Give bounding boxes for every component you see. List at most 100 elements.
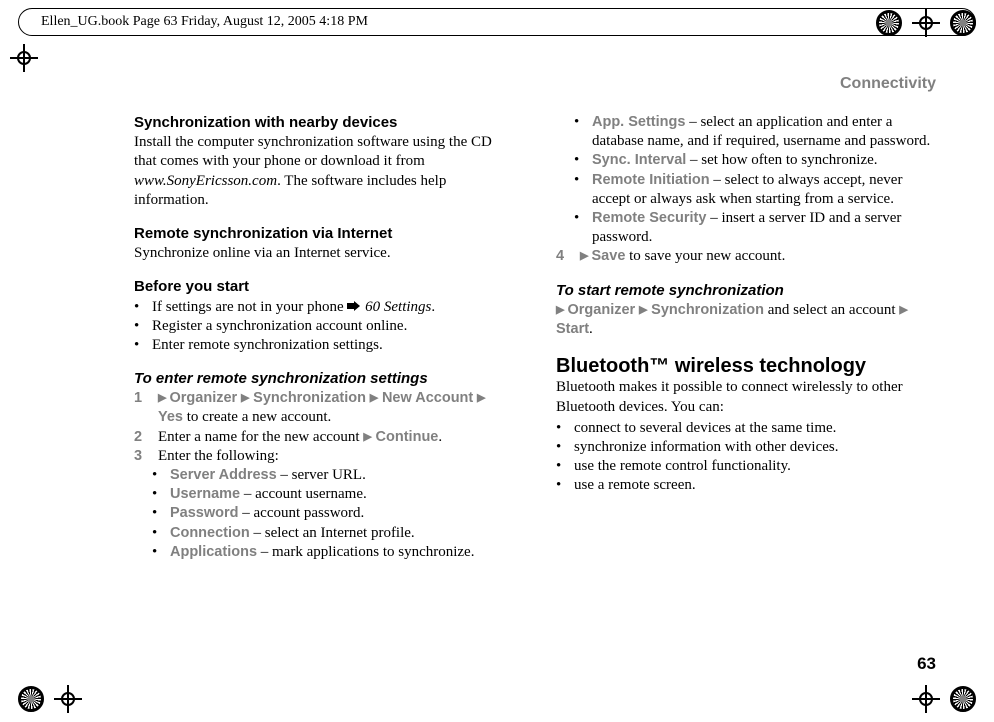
field-name: Username	[170, 486, 240, 502]
text: and select an account	[764, 302, 899, 318]
list-item: If settings are not in your phone 60 Set…	[134, 298, 514, 317]
numbered-steps: 1▶ Organizer ▶ Synchronization ▶ New Acc…	[134, 389, 514, 466]
heading-start-remote: To start remote synchronization	[556, 281, 936, 300]
list-item: Applications – mark applications to sync…	[152, 543, 514, 562]
list-item: use the remote control functionality.	[556, 457, 936, 476]
field-name: Remote Initiation	[592, 172, 710, 188]
numbered-steps: 4▶ Save to save your new account.	[556, 247, 936, 266]
heading-before-start: Before you start	[134, 277, 514, 296]
step-number: 3	[134, 447, 158, 466]
step-number: 4	[556, 247, 580, 266]
step-item: 1▶ Organizer ▶ Synchronization ▶ New Acc…	[134, 389, 514, 427]
step-number: 2	[134, 428, 158, 447]
list-item: Connection – select an Internet profile.	[152, 524, 514, 543]
step-item: 3Enter the following:	[134, 447, 514, 466]
heading-bluetooth: Bluetooth™ wireless technology	[556, 355, 936, 377]
heading-remote-sync: Remote synchronization via Internet	[134, 224, 514, 243]
text-columns: Synchronization with nearby devices Inst…	[134, 113, 936, 562]
chevron-right-icon: ▶	[158, 392, 170, 404]
section-header: Connectivity	[840, 75, 936, 93]
menu-path: New Account	[382, 390, 473, 406]
text: to save your new account.	[625, 248, 785, 264]
list-item: Sync. Interval – set how often to synchr…	[574, 151, 936, 170]
step-item: 2Enter a name for the new account ▶ Cont…	[134, 428, 514, 447]
text: Enter the following:	[158, 448, 279, 464]
menu-path: Start	[556, 321, 589, 337]
text: – server URL.	[277, 467, 366, 483]
chevron-right-icon: ▶	[556, 304, 568, 316]
list-item: Server Address – server URL.	[152, 466, 514, 485]
page-number: 63	[917, 654, 936, 674]
field-name: Server Address	[170, 467, 277, 483]
text: Enter a name for the new account	[158, 429, 363, 445]
paragraph: Bluetooth makes it possible to connect w…	[556, 378, 936, 416]
crop-mark-icon	[10, 44, 38, 72]
menu-path: Continue	[376, 429, 439, 445]
text: – select an Internet profile.	[250, 525, 415, 541]
text: Install the computer synchronization sof…	[134, 134, 492, 169]
chevron-right-icon: ▶	[370, 392, 378, 404]
crop-mark-icon	[912, 9, 940, 37]
chevron-right-icon: ▶	[363, 431, 371, 443]
list-item: Remote Initiation – select to always acc…	[574, 171, 936, 209]
paragraph: Synchronize online via an Internet servi…	[134, 244, 514, 263]
text: to create a new account.	[183, 409, 331, 425]
print-job-text: Ellen_UG.book Page 63 Friday, August 12,…	[41, 14, 368, 29]
menu-path: Yes	[158, 409, 183, 425]
field-name: Password	[170, 505, 239, 521]
list-item: Register a synchronization account onlin…	[134, 317, 514, 336]
step-number: 1	[134, 389, 158, 408]
text: – account password.	[239, 505, 365, 521]
list-item: Remote Security – insert a server ID and…	[574, 209, 936, 247]
paragraph: ▶ Organizer ▶ Synchronization and select…	[556, 301, 936, 339]
chevron-right-icon: ▶	[241, 392, 249, 404]
registration-mark-icon	[950, 686, 976, 712]
arrow-icon	[347, 301, 361, 311]
list-item: connect to several devices at the same t…	[556, 419, 936, 438]
field-name: Sync. Interval	[592, 152, 686, 168]
chevron-right-icon: ▶	[580, 250, 592, 262]
bullet-list: If settings are not in your phone 60 Set…	[134, 298, 514, 356]
field-name: Remote Security	[592, 210, 706, 226]
list-item: synchronize information with other devic…	[556, 438, 936, 457]
menu-path: Organizer	[170, 390, 238, 406]
list-item: Enter remote synchronization settings.	[134, 336, 514, 355]
crop-mark-icon	[54, 685, 82, 713]
chevron-right-icon: ▶	[477, 392, 485, 404]
bullet-list: connect to several devices at the same t…	[556, 419, 936, 496]
text: .	[589, 321, 593, 337]
heading-enter-settings: To enter remote synchronization settings	[134, 369, 514, 388]
field-name: Connection	[170, 525, 250, 541]
field-name: Applications	[170, 544, 257, 560]
print-job-header: Ellen_UG.book Page 63 Friday, August 12,…	[18, 8, 976, 36]
registration-mark-icon	[950, 10, 976, 36]
list-item: Password – account password.	[152, 504, 514, 523]
text: – mark applications to synchronize.	[257, 544, 474, 560]
menu-path: Synchronization	[651, 302, 764, 318]
cross-reference: 60 Settings	[361, 299, 431, 315]
list-item: use a remote screen.	[556, 476, 936, 495]
menu-path: Organizer	[568, 302, 636, 318]
text: If settings are not in your phone	[152, 299, 347, 315]
text: – set how often to synchronize.	[686, 152, 877, 168]
list-item: App. Settings – select an application an…	[574, 113, 936, 151]
registration-mark-icon	[18, 686, 44, 712]
column-left: Synchronization with nearby devices Inst…	[134, 113, 514, 562]
menu-path: Synchronization	[253, 390, 366, 406]
list-item: Username – account username.	[152, 485, 514, 504]
paragraph: Install the computer synchronization sof…	[134, 133, 514, 210]
page-content: Connectivity Synchronization with nearby…	[108, 75, 936, 674]
heading-sync-nearby: Synchronization with nearby devices	[134, 113, 514, 132]
step-item: 4▶ Save to save your new account.	[556, 247, 936, 266]
sub-bullet-list: Server Address – server URL. Username – …	[134, 466, 514, 562]
registration-mark-icon	[876, 10, 902, 36]
text: .	[438, 429, 442, 445]
menu-path: Save	[592, 248, 626, 264]
sub-bullet-list: App. Settings – select an application an…	[556, 113, 936, 247]
column-right: App. Settings – select an application an…	[556, 113, 936, 562]
chevron-right-icon: ▶	[899, 304, 907, 316]
field-name: App. Settings	[592, 114, 685, 130]
chevron-right-icon: ▶	[639, 304, 647, 316]
text: .	[431, 299, 435, 315]
crop-mark-icon	[912, 685, 940, 713]
